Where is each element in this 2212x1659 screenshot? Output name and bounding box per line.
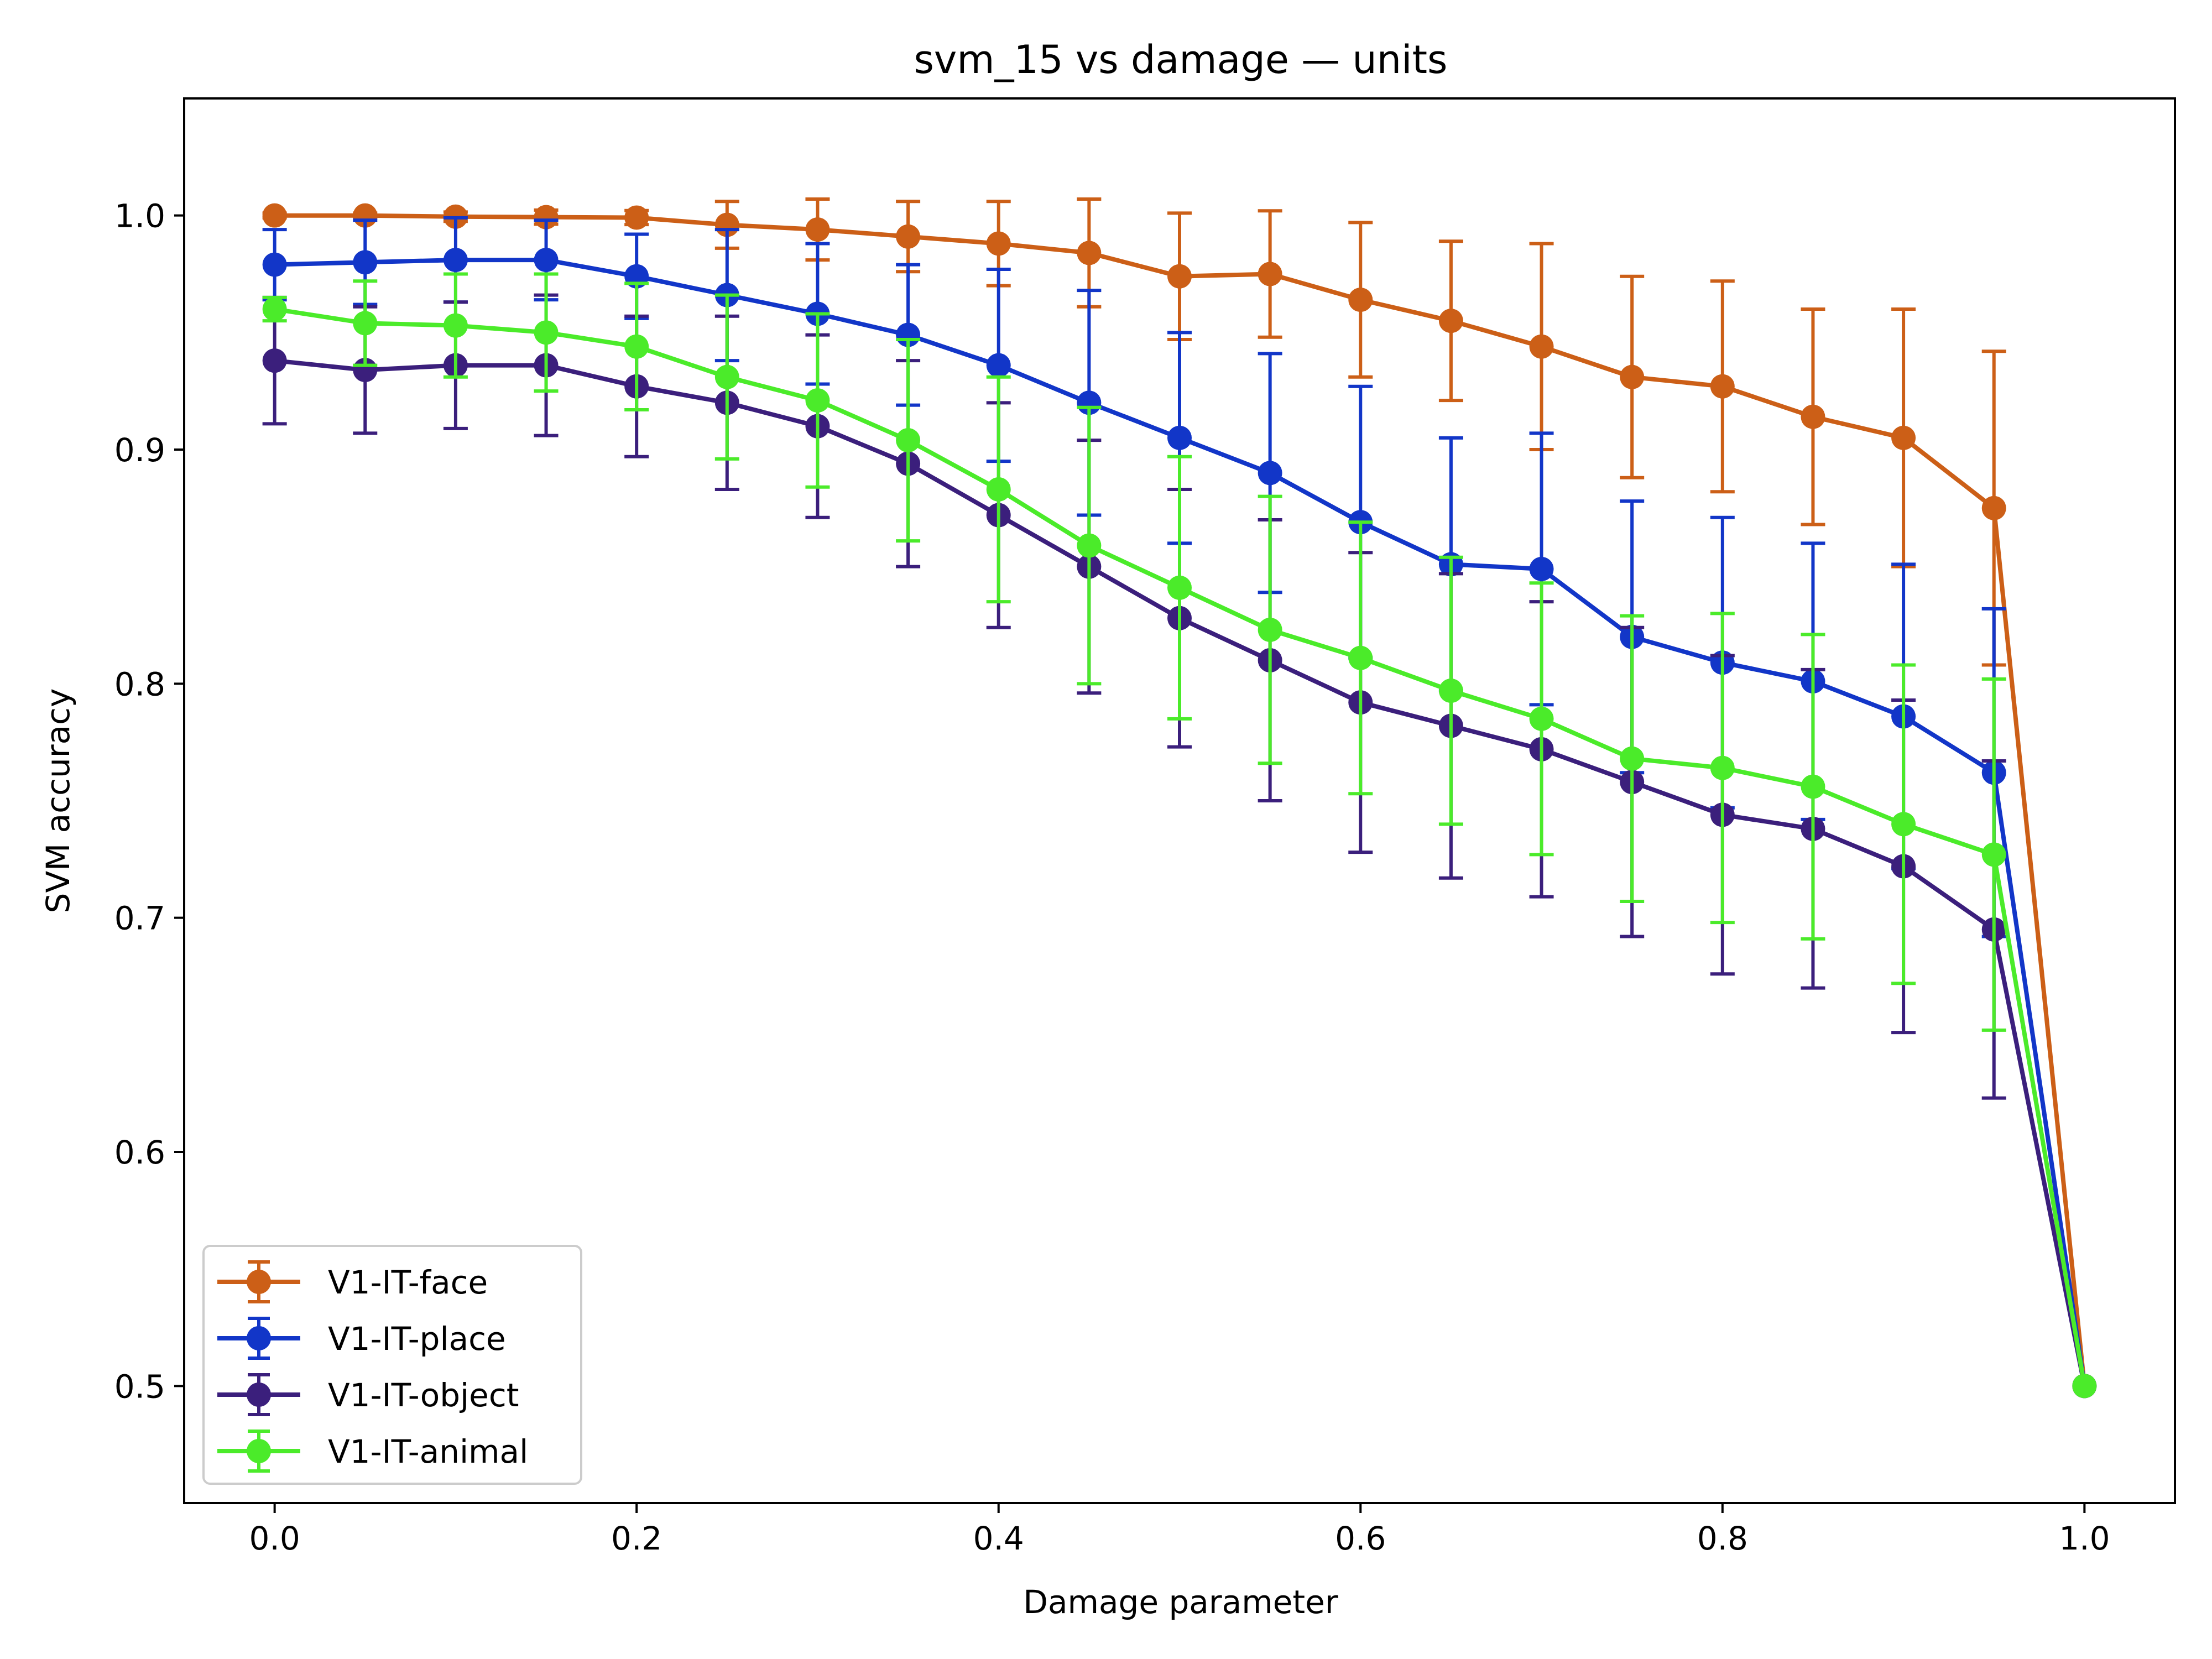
legend-marker bbox=[247, 1439, 271, 1463]
data-point bbox=[714, 364, 739, 389]
y-tick-label: 0.7 bbox=[114, 900, 165, 937]
data-point bbox=[1077, 533, 1102, 558]
data-point bbox=[896, 428, 921, 453]
data-point bbox=[1891, 812, 1916, 837]
data-point bbox=[1529, 334, 1554, 359]
y-axis: 0.5 0.6 0.7 0.8 0.9 1.0 bbox=[114, 197, 184, 1405]
x-axis: 0.0 0.2 0.4 0.6 0.8 1.0 bbox=[249, 1503, 2110, 1557]
series-V1-IT-animal bbox=[262, 272, 2097, 1399]
data-point bbox=[986, 231, 1011, 256]
legend-marker bbox=[247, 1270, 271, 1294]
data-point bbox=[1620, 364, 1645, 389]
data-point bbox=[262, 252, 287, 277]
y-tick-label: 0.6 bbox=[114, 1134, 165, 1171]
data-point bbox=[262, 203, 287, 228]
x-tick-label: 0.8 bbox=[1697, 1520, 1748, 1557]
data-point bbox=[1167, 264, 1192, 289]
data-point bbox=[1801, 774, 1825, 799]
data-point bbox=[1710, 755, 1735, 780]
data-point bbox=[1529, 556, 1554, 581]
data-point bbox=[534, 320, 559, 345]
data-point bbox=[1258, 262, 1282, 286]
data-point bbox=[624, 205, 649, 230]
legend-item: V1-IT-animal bbox=[217, 1430, 528, 1473]
data-point bbox=[2072, 1374, 2097, 1399]
data-point bbox=[443, 248, 468, 273]
data-point bbox=[353, 311, 378, 336]
x-tick-label: 0.6 bbox=[1335, 1520, 1386, 1557]
data-point bbox=[1258, 461, 1282, 486]
data-point bbox=[1077, 241, 1102, 265]
legend-marker bbox=[247, 1383, 271, 1407]
data-point bbox=[1620, 746, 1645, 771]
plot-area bbox=[262, 197, 2097, 1399]
legend-label: V1-IT-place bbox=[328, 1320, 506, 1358]
data-point bbox=[624, 334, 649, 359]
legend-box bbox=[202, 1245, 582, 1485]
plot-frame bbox=[183, 97, 2176, 1504]
legend-label: V1-IT-face bbox=[328, 1264, 488, 1301]
data-point bbox=[986, 477, 1011, 502]
legend-item: V1-IT-face bbox=[217, 1260, 488, 1303]
legend-label: V1-IT-object bbox=[328, 1376, 519, 1414]
y-tick-label: 0.9 bbox=[114, 431, 165, 469]
x-tick-label: 0.0 bbox=[249, 1520, 300, 1557]
data-point bbox=[986, 353, 1011, 378]
data-point bbox=[443, 313, 468, 338]
x-tick-label: 0.4 bbox=[973, 1520, 1024, 1557]
y-tick-label: 0.5 bbox=[114, 1368, 165, 1405]
series-V1-IT-face bbox=[262, 197, 2097, 1399]
legend-label: V1-IT-animal bbox=[328, 1433, 528, 1470]
data-point bbox=[262, 348, 287, 373]
data-point bbox=[805, 217, 830, 242]
data-point bbox=[1438, 309, 1463, 333]
x-tick-label: 1.0 bbox=[2059, 1520, 2110, 1557]
data-point bbox=[805, 388, 830, 413]
legend-item: V1-IT-object bbox=[217, 1373, 519, 1416]
data-point bbox=[896, 224, 921, 249]
data-point bbox=[534, 205, 559, 229]
data-point bbox=[534, 248, 559, 273]
data-point bbox=[353, 250, 378, 275]
data-point bbox=[1167, 425, 1192, 450]
data-point bbox=[1981, 495, 2006, 520]
data-point bbox=[1891, 425, 1916, 450]
chart-title: svm_15 vs damage — units bbox=[914, 37, 1447, 82]
legend: V1-IT-face V1-IT-place V1-IT-object V1-IT-a… bbox=[202, 1245, 582, 1485]
data-point bbox=[1167, 575, 1192, 600]
data-point bbox=[1710, 374, 1735, 399]
data-point bbox=[1258, 617, 1282, 642]
x-axis-label: Damage parameter bbox=[1023, 1583, 1338, 1621]
data-point bbox=[1348, 288, 1373, 312]
legend-item: V1-IT-place bbox=[217, 1317, 506, 1360]
y-tick-label: 1.0 bbox=[114, 197, 165, 235]
data-point bbox=[1438, 679, 1463, 703]
y-axis-label: SVM accuracy bbox=[39, 688, 77, 914]
x-tick-label: 0.2 bbox=[611, 1520, 662, 1557]
data-point bbox=[1348, 645, 1373, 670]
data-point bbox=[1801, 404, 1825, 429]
y-tick-label: 0.8 bbox=[114, 665, 165, 703]
legend-marker bbox=[247, 1326, 271, 1350]
data-point bbox=[1529, 706, 1554, 731]
data-point bbox=[262, 297, 287, 321]
data-point bbox=[1981, 842, 2006, 867]
